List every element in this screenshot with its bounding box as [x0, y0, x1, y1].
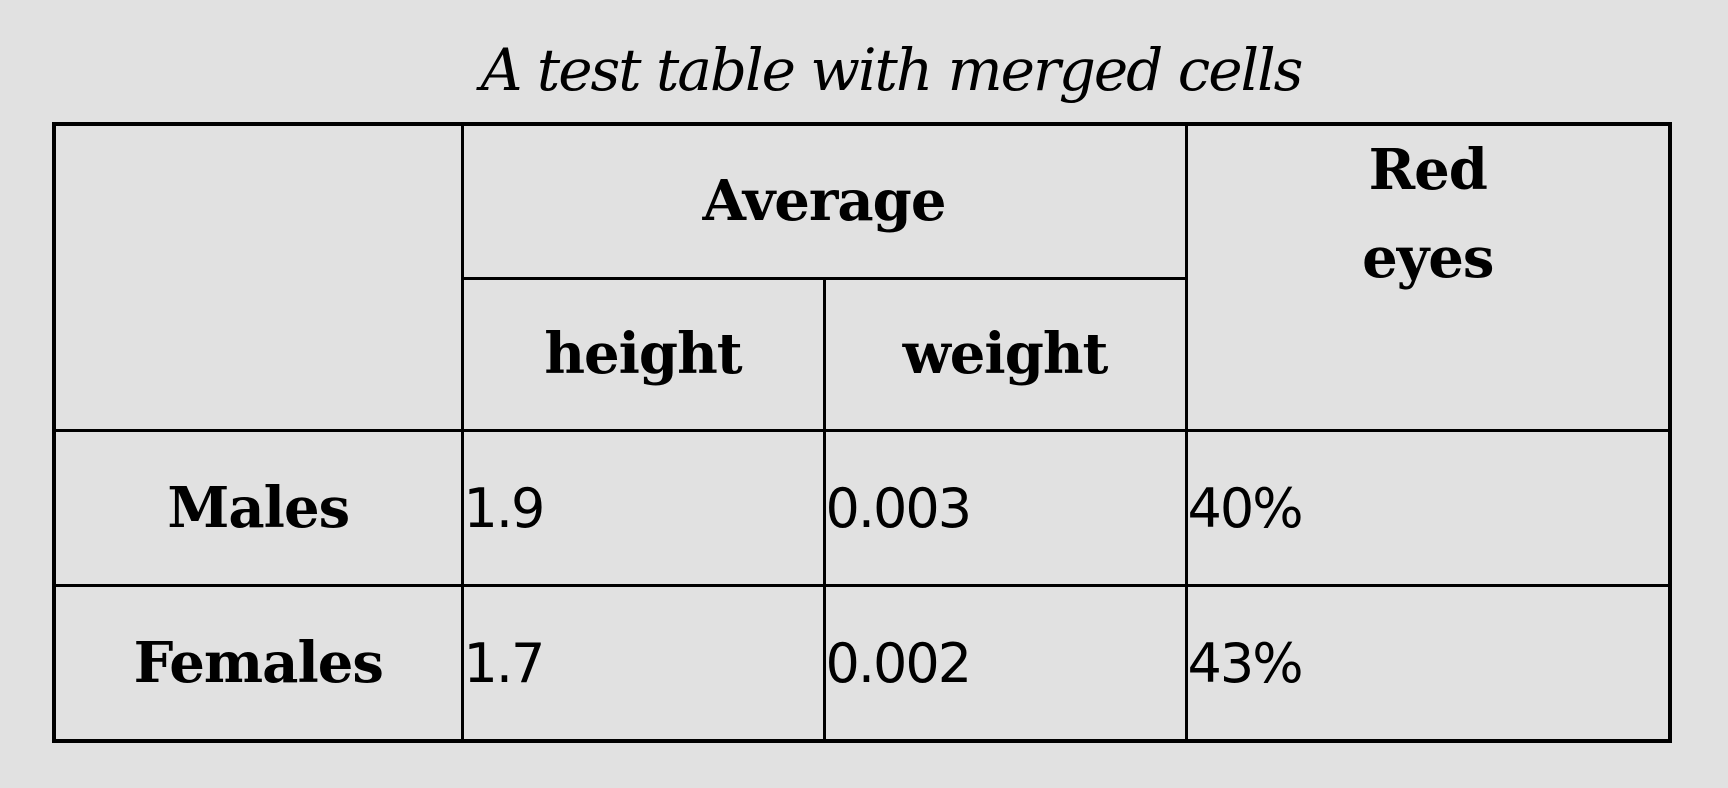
data-table: Average Red eyes height weight Males 1.9…	[52, 122, 1673, 743]
weight-header: weight	[822, 276, 1188, 432]
table-row: Females 1.7 0.002 43%	[52, 584, 1672, 743]
females-red-eyes-cell: 43%	[1184, 584, 1672, 743]
empty-corner-cell	[52, 122, 464, 432]
males-weight-cell: 0.003	[822, 428, 1188, 588]
red-eyes-header: Red eyes	[1184, 122, 1672, 432]
females-weight-cell: 0.002	[822, 584, 1188, 743]
row-label-females: Females	[52, 584, 464, 743]
table-row: Males 1.9 0.003 40%	[52, 428, 1672, 588]
header-row-top: Average Red eyes	[52, 122, 1672, 432]
header-row-sub: height weight	[54, 276, 1670, 432]
males-height-cell: 1.9	[460, 428, 826, 588]
red-eyes-header-line2: eyes	[1362, 225, 1494, 291]
females-height-cell: 1.7	[460, 584, 826, 743]
height-header: height	[460, 276, 826, 432]
average-header: Average	[460, 122, 1188, 280]
males-red-eyes-cell: 40%	[1184, 428, 1672, 588]
row-label-males: Males	[52, 428, 464, 588]
table-caption: A test table with merged cells	[480, 36, 1304, 104]
red-eyes-header-line1: Red	[1368, 137, 1488, 203]
